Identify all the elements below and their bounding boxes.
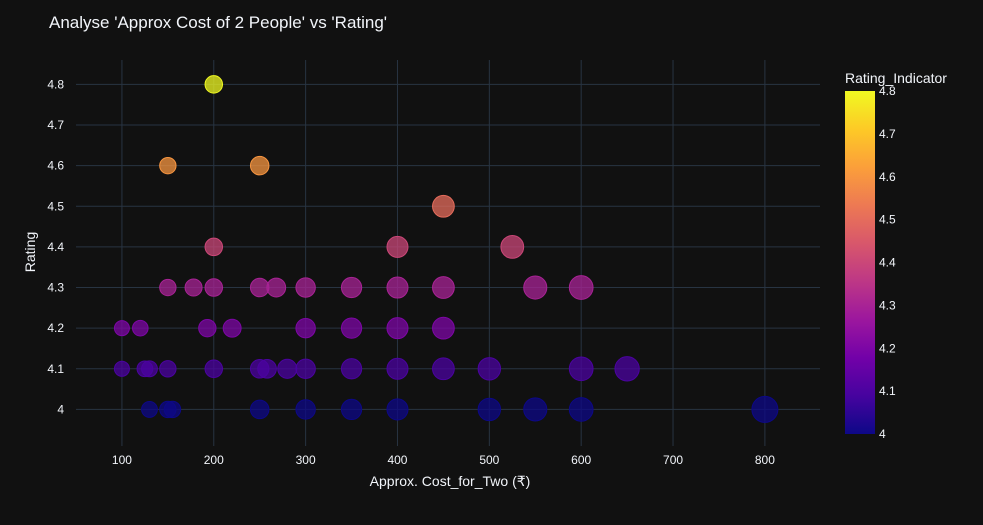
data-point[interactable] (432, 316, 455, 340)
data-point[interactable] (340, 398, 363, 421)
data-point[interactable] (295, 358, 316, 380)
x-tick-label: 400 (387, 453, 407, 467)
data-point[interactable] (386, 398, 409, 421)
data-point[interactable] (500, 235, 525, 259)
y-tick-label: 4.6 (47, 159, 64, 173)
colorbar: Rating_Indicator 44.14.24.34.44.54.64.74… (845, 70, 947, 441)
y-tick-label: 4.1 (47, 362, 64, 376)
data-point[interactable] (523, 275, 548, 300)
data-point[interactable] (568, 356, 594, 382)
x-tick-label: 600 (571, 453, 591, 467)
data-point[interactable] (614, 356, 640, 382)
colorbar-tick-label: 4.1 (879, 384, 896, 398)
x-tick-label: 100 (112, 453, 132, 467)
colorbar-gradient (845, 91, 875, 434)
data-point[interactable] (295, 399, 316, 420)
data-point[interactable] (159, 278, 177, 297)
data-point[interactable] (386, 276, 409, 299)
data-point[interactable] (113, 360, 130, 377)
data-point[interactable] (249, 155, 270, 176)
data-point[interactable] (141, 360, 158, 378)
data-point[interactable] (222, 318, 242, 338)
x-tick-label: 700 (663, 453, 683, 467)
colorbar-title: Rating_Indicator (845, 70, 947, 86)
axis-ticks: 100 200 300 400 500 600 700 800 4 4.1 4.2 4.3 4.4 4.5… (47, 77, 775, 467)
colorbar-tick-label: 4.7 (879, 127, 896, 141)
data-point[interactable] (340, 317, 363, 339)
chart-title: Analyse 'Approx Cost of 2 People' vs 'Ra… (49, 13, 388, 32)
data-point[interactable] (184, 278, 203, 297)
y-axis-title: Rating (22, 232, 38, 272)
colorbar-tick-label: 4.4 (879, 256, 896, 270)
data-point[interactable] (257, 358, 277, 379)
data-point[interactable] (249, 399, 270, 420)
data-point[interactable] (249, 277, 270, 298)
data-point[interactable] (568, 397, 594, 422)
data-point[interactable] (386, 235, 409, 258)
data-point[interactable] (204, 75, 224, 94)
colorbar-tick-label: 4.6 (879, 170, 896, 184)
y-tick-label: 4.2 (47, 321, 64, 335)
data-point[interactable] (141, 401, 158, 418)
data-point[interactable] (386, 357, 409, 380)
data-point[interactable] (477, 357, 502, 381)
data-point[interactable] (386, 317, 409, 340)
x-axis-title: Approx. Cost_for_Two (₹) (370, 473, 531, 489)
data-point[interactable] (340, 358, 363, 380)
data-point[interactable] (159, 360, 177, 378)
data-point[interactable] (277, 358, 298, 379)
data-point[interactable] (204, 359, 224, 379)
y-tick-label: 4.7 (47, 118, 64, 132)
data-point[interactable] (295, 277, 316, 298)
colorbar-tick-label: 4.8 (879, 84, 896, 98)
x-tick-label: 200 (204, 453, 224, 467)
y-tick-label: 4 (57, 402, 64, 416)
x-tick-label: 300 (296, 453, 316, 467)
data-point[interactable] (159, 156, 177, 175)
data-point[interactable] (266, 277, 287, 298)
data-point[interactable] (113, 320, 130, 337)
data-point[interactable] (204, 278, 224, 297)
colorbar-tick-label: 4.3 (879, 298, 896, 312)
data-point[interactable] (204, 237, 224, 257)
data-point[interactable] (198, 318, 217, 338)
data-point[interactable] (751, 395, 779, 423)
data-points[interactable] (113, 75, 779, 423)
y-tick-label: 4.4 (47, 240, 64, 254)
data-point[interactable] (523, 397, 548, 422)
data-point[interactable] (163, 400, 182, 419)
data-point[interactable] (432, 276, 455, 299)
colorbar-ticks: 4 4.1 4.2 4.3 4.4 4.5 4.6 4.7 4.8 (879, 84, 896, 441)
data-point[interactable] (340, 276, 363, 299)
colorbar-tick-label: 4.2 (879, 341, 896, 355)
colorbar-tick-label: 4 (879, 427, 886, 441)
x-tick-label: 500 (479, 453, 499, 467)
grid-lines (76, 60, 820, 446)
x-tick-label: 800 (755, 453, 775, 467)
data-point[interactable] (295, 317, 316, 339)
y-tick-label: 4.5 (47, 199, 64, 213)
data-point[interactable] (477, 397, 502, 422)
y-tick-label: 4.8 (47, 77, 64, 91)
y-tick-label: 4.3 (47, 281, 64, 295)
data-point[interactable] (568, 275, 594, 300)
data-point[interactable] (132, 319, 149, 337)
colorbar-tick-label: 4.5 (879, 213, 896, 227)
data-point[interactable] (432, 194, 455, 218)
data-point[interactable] (432, 357, 455, 381)
